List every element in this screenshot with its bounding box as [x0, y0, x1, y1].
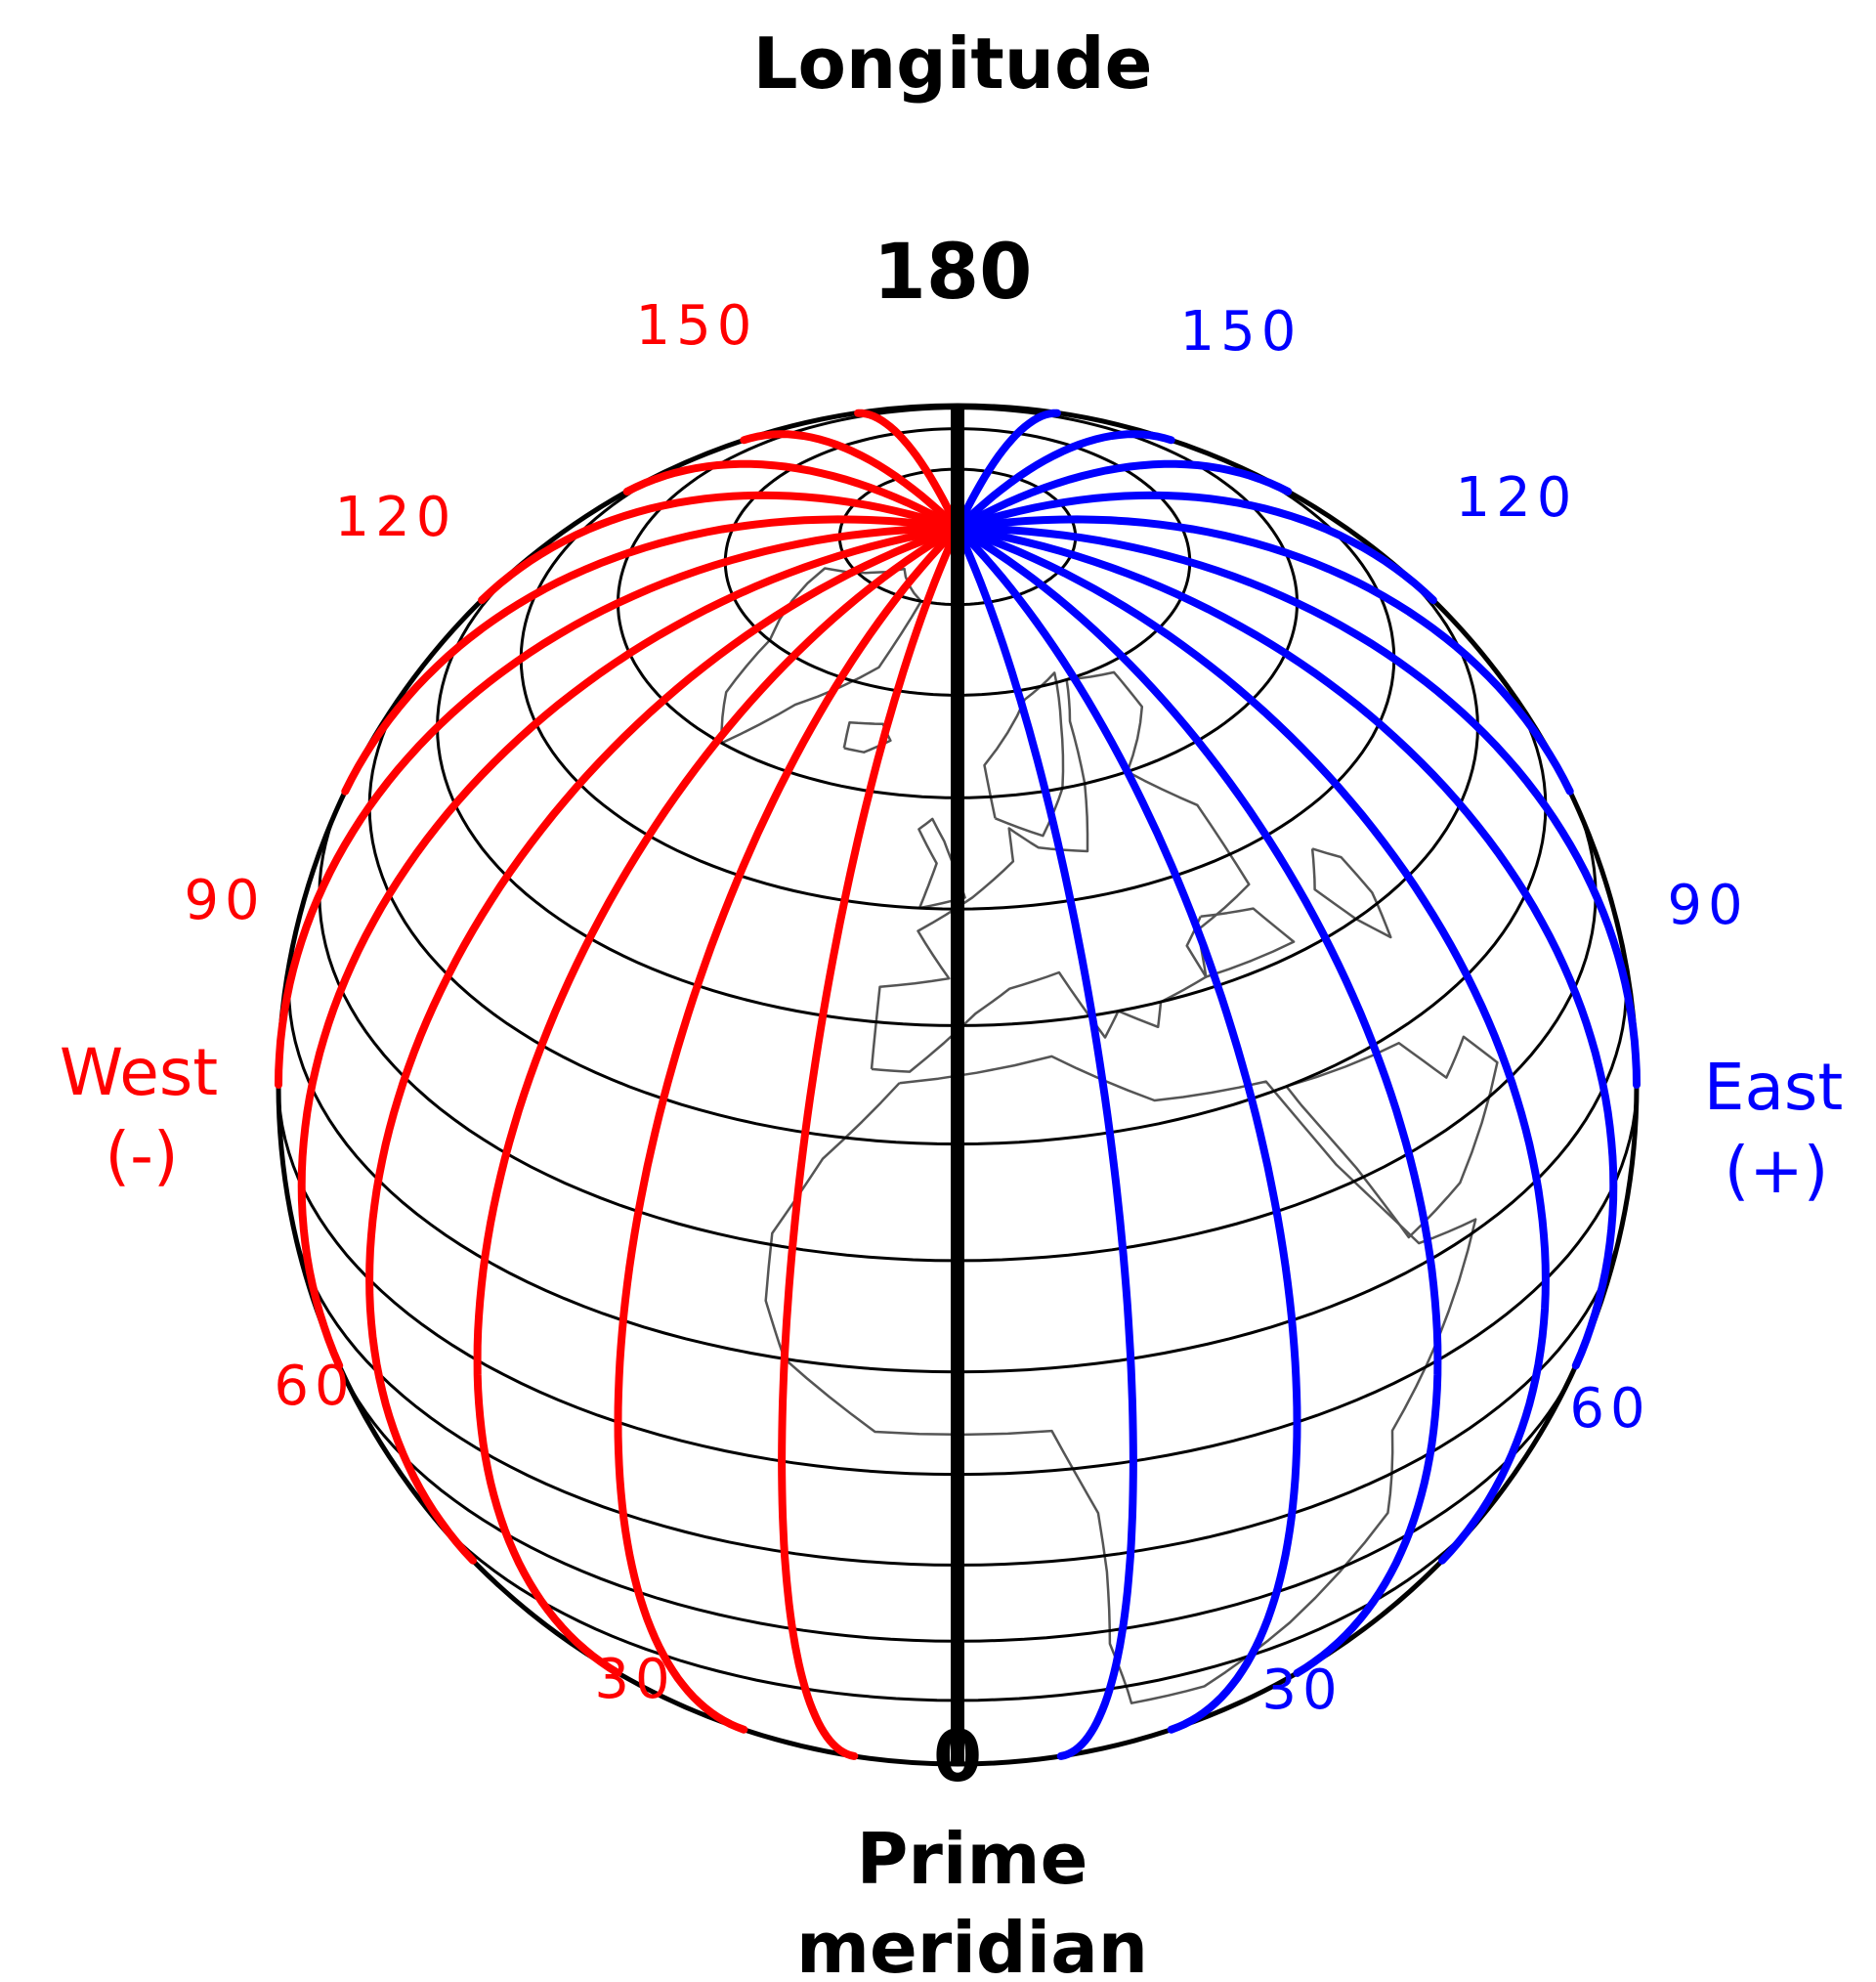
diagram-title: Longitude [753, 22, 1153, 105]
landmass-outline [1310, 847, 1392, 939]
west-tick-60: 60 [274, 1355, 355, 1418]
landmass-outline [870, 670, 1251, 1073]
west-sign: (-) [105, 1118, 178, 1193]
east-meridian-30 [954, 524, 1301, 1734]
landmass-outline [1185, 907, 1296, 978]
west-meridian-165 [854, 409, 961, 533]
east-meridian-75 [954, 524, 1618, 1370]
east-tick-120: 120 [1456, 466, 1578, 530]
east-meridian-165 [954, 409, 1061, 533]
east-tick-150: 150 [1180, 300, 1302, 364]
globe [275, 403, 1641, 1767]
prime-meridian-caption-line1: Prime [857, 1818, 1088, 1900]
east-meridian-105 [954, 515, 1574, 796]
west-meridians [275, 409, 961, 1760]
west-label: West [60, 1035, 218, 1110]
west-meridian-30 [614, 524, 961, 1734]
west-meridian-105 [341, 515, 961, 796]
west-tick-150: 150 [636, 294, 758, 358]
continent-outlines [720, 567, 1499, 1704]
east-label: East [1704, 1050, 1843, 1125]
west-meridian-45 [473, 524, 961, 1677]
east-tick-60: 60 [1569, 1377, 1650, 1441]
west-meridian-90 [275, 524, 961, 1089]
label-180: 180 [874, 229, 1033, 317]
east-meridian-135 [954, 459, 1293, 533]
west-tick-120: 120 [335, 486, 457, 549]
east-tick-30: 30 [1261, 1659, 1343, 1722]
west-meridian-135 [622, 459, 961, 533]
east-meridian-60 [954, 524, 1550, 1565]
east-meridian-90 [954, 524, 1641, 1089]
east-meridians [954, 409, 1641, 1760]
landmass-outline [720, 567, 922, 745]
west-tick-90: 90 [184, 869, 265, 932]
east-meridian-45 [954, 524, 1442, 1677]
west-meridian-60 [365, 524, 961, 1565]
west-tick-30: 30 [594, 1648, 675, 1711]
prime-meridian-caption-line2: meridian [796, 1907, 1148, 1982]
landmass-outline [1285, 1035, 1499, 1239]
west-meridian-120 [478, 491, 961, 605]
east-meridian-15 [954, 524, 1137, 1760]
west-meridian-150 [740, 430, 961, 533]
east-meridian-120 [954, 491, 1437, 605]
east-sign: (+) [1725, 1133, 1829, 1208]
east-meridian-150 [954, 430, 1175, 533]
landmass-outline [764, 1055, 1477, 1704]
landmass-outline [983, 671, 1065, 838]
label-0: 0 [933, 1715, 982, 1797]
west-meridian-15 [778, 524, 961, 1760]
west-meridian-75 [297, 524, 961, 1370]
east-tick-90: 90 [1667, 874, 1748, 937]
